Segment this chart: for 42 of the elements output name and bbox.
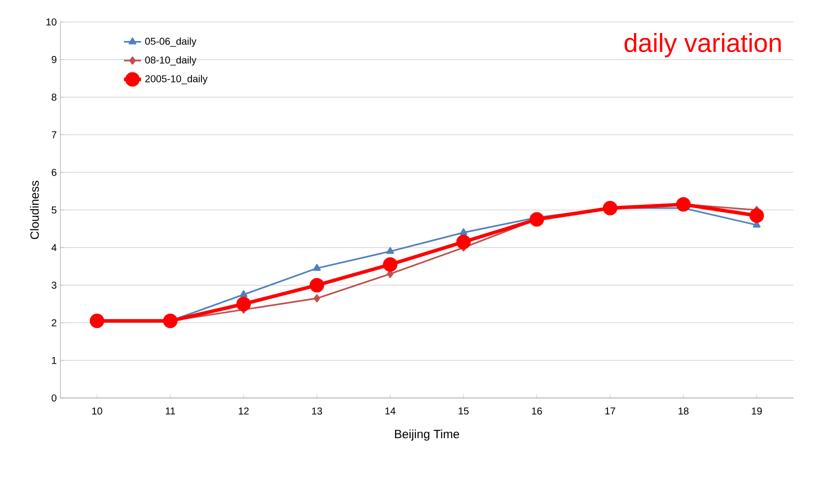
x-tick-label: 10 — [92, 408, 102, 415]
point — [530, 212, 544, 227]
x-tick-label: 19 — [752, 408, 762, 415]
annotation: daily variation — [624, 33, 781, 58]
point — [163, 314, 178, 328]
legend-label: 08-10_daily — [145, 56, 196, 66]
point — [386, 247, 394, 254]
point — [236, 296, 251, 312]
point — [749, 208, 764, 223]
x-tick-label: 18 — [678, 408, 689, 415]
point — [456, 234, 471, 250]
y-tick-label: 0 — [52, 394, 56, 402]
x-tick-label: 13 — [312, 408, 322, 415]
point — [460, 228, 468, 236]
x-tick-label: 17 — [605, 408, 616, 414]
x-tick-label: 12 — [238, 408, 249, 414]
y-tick-label: 8 — [52, 94, 56, 101]
x-axis-title: Beijing Time — [395, 429, 460, 441]
y-tick-label: 4 — [52, 244, 57, 252]
legend-label: 2005-10_daily — [145, 74, 208, 84]
point — [313, 264, 321, 271]
y-tick-label: 9 — [52, 56, 56, 64]
point — [310, 278, 324, 292]
point — [240, 290, 248, 298]
y-tick-label: 1 — [52, 356, 56, 364]
x-tick-label: 14 — [385, 408, 396, 414]
y-tick-label: 7 — [52, 131, 56, 138]
legend-label: 05-06_daily — [145, 37, 196, 47]
point — [602, 200, 618, 216]
point — [382, 257, 398, 272]
x-tick-label: 11 — [166, 408, 176, 414]
y-tick-label: 2 — [52, 319, 56, 326]
x-tick-label: 15 — [458, 408, 469, 414]
y-tick-label: 10 — [46, 18, 56, 26]
y-axis-title: Cloudiness — [30, 180, 39, 240]
point — [90, 314, 104, 328]
point — [314, 294, 320, 302]
point — [676, 197, 691, 212]
y-tick-label: 5 — [52, 206, 56, 214]
x-tick-label: 16 — [532, 408, 542, 415]
y-tick-label: 6 — [52, 168, 56, 176]
y-tick-label: 3 — [52, 282, 56, 289]
